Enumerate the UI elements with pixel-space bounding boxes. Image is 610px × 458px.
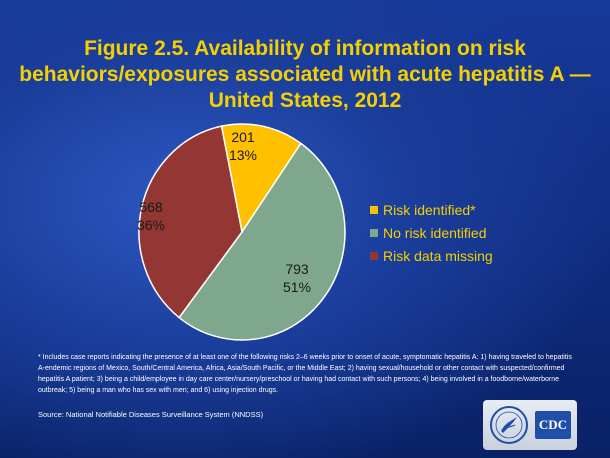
cdc-logo-icon: CDC [535, 411, 571, 439]
legend-item-risk-data-missing: Risk data missing [370, 244, 493, 267]
title-line-3: United States, 2012 [208, 89, 402, 112]
legend-swatch [370, 251, 378, 260]
chart-title: Figure 2.5. Availability of information … [10, 36, 600, 114]
legend-label: Risk data missing [383, 247, 493, 264]
slice-value: 201 [231, 129, 255, 145]
title-line-1: Figure 2.5. Availability of information … [84, 37, 526, 60]
agency-logos: CDC [483, 400, 577, 450]
slice-percent: 51% [282, 279, 312, 295]
legend-item-no-risk-identified: No risk identified [370, 221, 493, 244]
hhs-seal-icon [490, 406, 528, 444]
slice-label-risk-identified: 201 13% [218, 128, 268, 164]
title-line-2: behaviors/exposures associated with acut… [19, 63, 591, 86]
slice-value: 568 [139, 199, 163, 215]
slice-percent: 13% [228, 147, 258, 163]
legend-label: No risk identified [383, 224, 487, 241]
pie-slice-risk-identified [220, 123, 302, 234]
pie-slice-no-risk-identified [178, 142, 346, 341]
pie-slice-risk-data-missing [138, 125, 243, 319]
chart-legend: Risk identified* No risk identified Risk… [370, 198, 493, 267]
slice-label-risk-data-missing: 568 36% [126, 198, 176, 234]
footnote: * Includes case reports indicating the p… [38, 354, 572, 394]
source-note: Source: National Notifiable Diseases Sur… [38, 410, 264, 419]
slice-value: 793 [285, 261, 309, 277]
slice-percent: 36% [136, 217, 166, 233]
legend-swatch [370, 228, 378, 237]
legend-swatch [370, 205, 378, 214]
slice-label-no-risk-identified: 793 51% [272, 260, 322, 296]
legend-item-risk-identified: Risk identified* [370, 198, 493, 221]
legend-label: Risk identified* [383, 201, 476, 218]
